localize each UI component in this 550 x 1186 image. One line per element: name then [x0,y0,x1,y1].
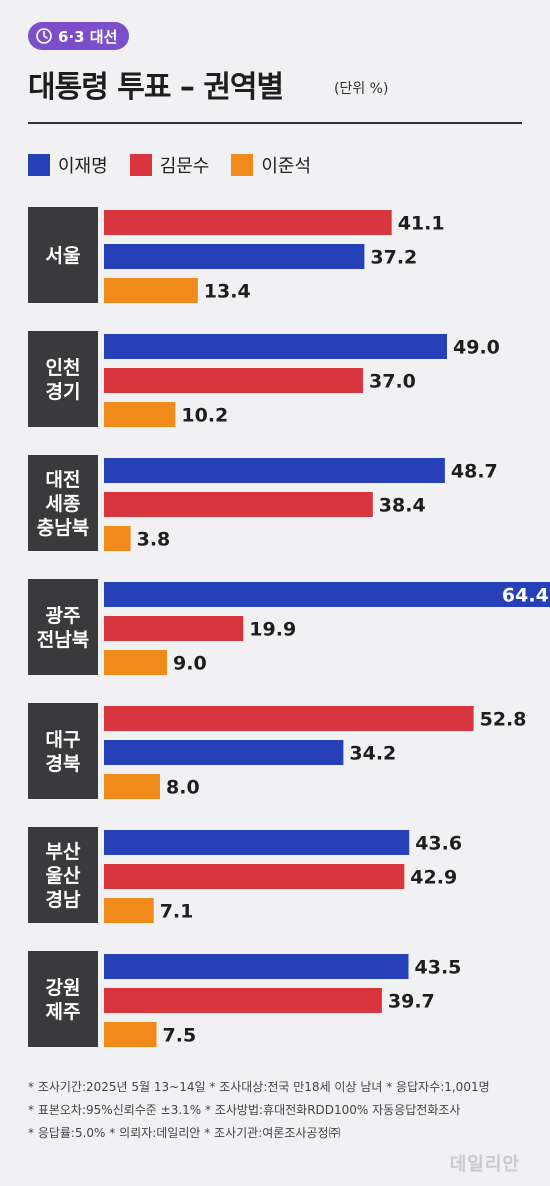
chart-title: 대통령 투표 – 권역별 [28,70,284,105]
region-label: 전남북 [37,629,89,651]
region-box [28,579,98,675]
watermark-logo: 데일리안 [449,1154,520,1175]
legend-swatch [28,154,50,176]
region-box [28,827,98,923]
value-label: 37.0 [369,371,416,393]
value-label: 38.4 [379,495,426,517]
legend-item-lee-junseok: 이준석 [231,152,311,178]
bar-kim-moonsoo [104,210,392,235]
value-label: 43.5 [415,957,462,979]
footnote-line: * 응답률:5.0% * 의뢰자:데일리안 * 조사기관:여론조사공정㈜ [28,1126,341,1140]
region-label: 경북 [46,753,81,775]
legend-label: 이준석 [261,156,312,177]
value-label: 9.0 [173,653,207,675]
bar-lee-jaemyung [104,954,409,979]
region-box [28,331,98,427]
ballot-clock-icon [36,28,52,44]
legend: 이재명 김문수 이준석 [28,152,311,178]
region-label: 제주 [46,1001,81,1023]
survey-footnotes: * 조사기간:2025년 5월 13~14일 * 조사대상:전국 만18세 이상… [28,1076,528,1145]
region-label: 세종 [46,493,81,515]
bar-lee-jaemyung [104,582,550,607]
bar-lee-jaemyung [104,830,410,855]
bar-lee-junseok [104,898,154,923]
footnote-line: * 표본오차:95%신뢰수준 ±3.1% * 조사방법:휴대전화RDD100% … [28,1103,461,1117]
election-badge: 6·3 대선 [28,22,130,50]
legend-item-lee-jaemyung: 이재명 [28,152,108,178]
value-label: 7.1 [160,901,194,923]
legend-label: 이재명 [58,156,108,177]
bar-lee-jaemyung [104,458,445,483]
bar-kim-moonsoo [104,706,474,731]
footnote-line: * 조사기간:2025년 5월 13~14일 * 조사대상:전국 만18세 이상… [28,1080,490,1094]
region-label: 서울 [46,245,81,267]
bar-lee-junseok [104,774,160,799]
bar-lee-junseok [104,650,167,675]
bar-lee-jaemyung [104,740,344,765]
value-label: 41.1 [398,213,445,235]
region-box [28,703,98,799]
badge-label: 6·3 대선 [58,27,118,46]
region-box [28,207,98,303]
bar-lee-jaemyung [104,334,447,359]
bar-kim-moonsoo [104,988,382,1013]
legend-label: 김문수 [159,156,210,177]
bar-lee-junseok [104,278,198,303]
region-label: 강원 [46,977,81,999]
region-label: 광주 [46,605,81,627]
value-label: 39.7 [388,991,435,1013]
value-label: 3.8 [137,529,171,551]
legend-swatch [129,154,152,176]
legend-swatch [231,154,254,176]
bar-lee-jaemyung [104,244,365,269]
value-label: 64.4 [502,585,549,607]
region-label: 인천 [46,357,81,379]
bar-lee-junseok [104,526,131,551]
region-group: 서울 41.1 37.2 13.4 [28,207,445,303]
region-label: 대구 [46,729,81,751]
region-box [28,455,98,551]
bar-kim-moonsoo [104,616,244,641]
region-box [28,951,98,1047]
region-label: 경남 [46,889,81,911]
value-label: 7.5 [163,1025,197,1047]
value-label: 34.2 [349,743,396,765]
value-label: 8.0 [166,777,200,799]
value-label: 13.4 [204,281,251,303]
value-label: 49.0 [453,337,500,359]
region-label: 대전 [46,469,81,491]
value-label: 37.2 [370,247,417,269]
region-label: 충남북 [37,517,89,539]
bar-kim-moonsoo [104,368,363,393]
value-label: 48.7 [451,461,498,483]
bar-kim-moonsoo [104,864,405,889]
value-label: 43.6 [415,833,462,855]
region-label: 울산 [46,865,81,887]
value-label: 19.9 [249,619,296,641]
legend-item-kim-moonsoo: 김문수 [129,152,210,178]
region-label: 경기 [46,381,81,403]
region-label: 부산 [46,841,81,863]
bar-kim-moonsoo [104,492,373,517]
bar-lee-junseok [104,1022,157,1047]
title-divider [28,122,522,124]
value-label: 42.9 [410,867,457,889]
bar-lee-junseok [104,402,176,427]
value-label: 10.2 [181,405,228,427]
unit-note: (단위 %) [334,81,389,97]
value-label: 52.8 [480,709,527,731]
